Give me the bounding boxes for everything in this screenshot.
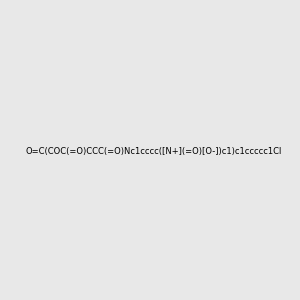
Text: O=C(COC(=O)CCC(=O)Nc1cccc([N+](=O)[O-])c1)c1ccccc1Cl: O=C(COC(=O)CCC(=O)Nc1cccc([N+](=O)[O-])c… [26, 147, 282, 156]
